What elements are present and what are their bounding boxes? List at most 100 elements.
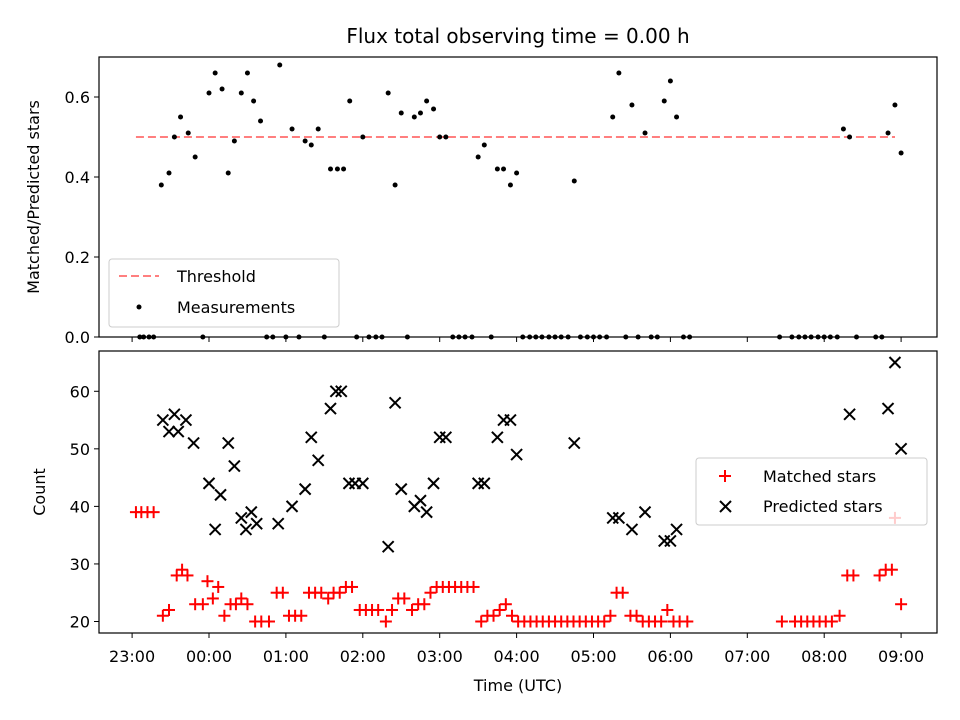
matched-star-marker xyxy=(604,609,617,622)
matched-star-marker xyxy=(895,598,908,611)
matched-star-marker xyxy=(147,506,160,519)
count-x-tick-label: 00:00 xyxy=(186,647,232,666)
ratio-y-tick-label: 0.4 xyxy=(65,168,90,187)
measurement-point xyxy=(244,70,250,76)
measurement-point xyxy=(158,182,164,188)
measurement-point xyxy=(674,114,680,120)
predicted-star-marker xyxy=(894,442,908,456)
measurement-point xyxy=(514,170,520,176)
matched-star-marker xyxy=(156,609,169,622)
count-panel: Count Time (UTC) 20 30 40 50 60 23:00 00:00 01… xyxy=(30,350,938,695)
measurement-point xyxy=(558,334,564,340)
predicted-star-marker xyxy=(427,477,440,490)
predicted-star-marker xyxy=(202,477,216,490)
predicted-star-marker xyxy=(235,511,248,525)
measurement-point xyxy=(137,334,143,340)
measurement-point xyxy=(354,334,360,340)
count-legend: Matched stars Predicted stars xyxy=(695,457,928,526)
predicted-star-marker xyxy=(612,511,626,525)
measurement-point xyxy=(166,170,172,176)
ratio-y-tick-label: 0.2 xyxy=(65,248,90,267)
matched-star-marker xyxy=(176,563,189,576)
predicted-star-marker xyxy=(888,356,902,369)
matched-star-marker xyxy=(655,615,668,628)
measurement-point xyxy=(584,334,590,340)
measurement-point xyxy=(141,334,147,340)
count-x-tick-label: 02:00 xyxy=(340,647,386,666)
predicted-star-marker xyxy=(208,523,222,536)
matched-star-marker xyxy=(505,609,518,622)
measurement-point xyxy=(360,134,366,140)
ratio-y-tick-label: 0.0 xyxy=(65,328,90,347)
predicted-star-marker xyxy=(285,500,299,513)
matched-star-marker xyxy=(206,592,219,605)
legend-predicted-swatch xyxy=(719,500,732,513)
predicted-star-marker xyxy=(491,431,504,444)
measurement-point xyxy=(469,334,475,340)
predicted-star-marker xyxy=(670,523,683,536)
measurement-point xyxy=(591,334,596,340)
measurement-point xyxy=(488,334,494,340)
measurement-point xyxy=(225,170,231,176)
measurement-point xyxy=(475,154,481,160)
measurement-point xyxy=(629,102,635,108)
count-y-tick-label: 20 xyxy=(70,612,90,631)
measurement-point xyxy=(623,334,629,340)
predicted-star-marker xyxy=(356,477,370,490)
predicted-star-marker xyxy=(239,523,253,536)
measurement-point xyxy=(296,334,302,340)
measurement-point xyxy=(385,90,391,96)
predicted-star-marker xyxy=(162,425,176,438)
matched-star-marker xyxy=(196,598,209,611)
count-y-ticks: 20 30 40 50 60 xyxy=(70,382,99,631)
measurement-point xyxy=(398,110,404,116)
measurement-point xyxy=(251,98,257,104)
count-x-tick-label: 23:00 xyxy=(109,647,155,666)
predicted-star-marker xyxy=(329,385,343,398)
predicted-star-marker xyxy=(395,482,408,496)
measurement-point xyxy=(802,334,808,340)
predicted-star-marker xyxy=(222,436,235,450)
measurement-point xyxy=(185,130,191,136)
matched-star-marker xyxy=(499,598,512,611)
measurement-point xyxy=(873,334,879,340)
predicted-star-marker xyxy=(187,436,200,450)
measurement-point xyxy=(151,334,157,340)
measurement-point xyxy=(192,154,198,160)
matched-star-marker xyxy=(262,615,275,628)
measurement-point xyxy=(642,130,648,136)
measurement-point xyxy=(283,334,289,340)
predicted-star-marker xyxy=(568,436,581,450)
count-x-tick-label: 09:00 xyxy=(878,647,924,666)
measurement-point xyxy=(146,334,152,340)
predicted-star-marker xyxy=(843,408,856,421)
predicted-star-marker xyxy=(245,505,258,519)
measurement-point xyxy=(264,334,270,340)
measurement-point xyxy=(347,98,353,104)
measurement-point xyxy=(853,334,859,340)
predicted-star-marker xyxy=(414,494,427,507)
ratio-panel: Flux total observing time = 0.00 h Match… xyxy=(24,24,938,347)
matched-star-marker xyxy=(467,580,480,593)
legend-threshold-label: Threshold xyxy=(176,267,256,286)
chart-title: Flux total observing time = 0.00 h xyxy=(346,24,689,48)
measurement-point xyxy=(231,138,237,144)
measurement-point xyxy=(635,334,641,340)
measurement-point xyxy=(533,334,539,340)
legend-measurements-swatch xyxy=(136,304,142,310)
count-y-axis-label: Count xyxy=(30,468,49,516)
matched-star-marker xyxy=(333,586,346,599)
measurement-point xyxy=(404,334,410,340)
measurement-point xyxy=(892,102,898,108)
matched-star-marker xyxy=(276,586,289,599)
measurement-point xyxy=(879,334,885,340)
ratio-plot-frame xyxy=(98,56,938,338)
measurement-point xyxy=(667,78,673,84)
measurement-point xyxy=(507,182,513,188)
matched-star-marker xyxy=(346,580,359,593)
matched-star-marker xyxy=(163,603,176,616)
predicted-star-marker xyxy=(214,488,227,502)
measurement-point xyxy=(219,86,225,92)
